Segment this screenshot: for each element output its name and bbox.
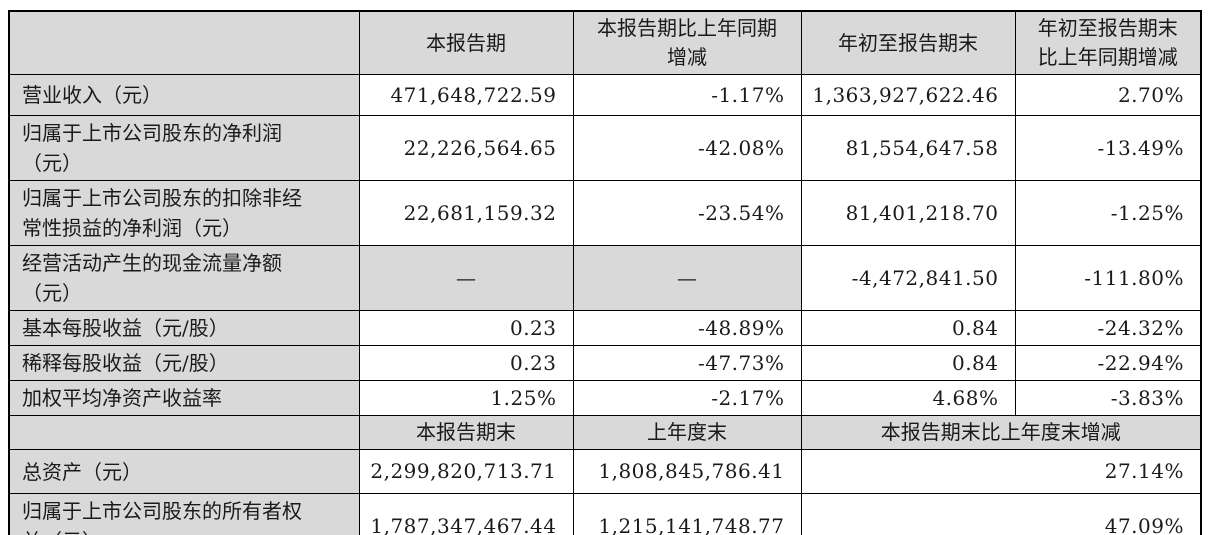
- value-current-period: 471,648,722.59: [358, 74, 574, 116]
- value-period-end-change: 27.14%: [800, 449, 1202, 494]
- table-row-owners-equity: 归属于上市公司股东的所有者权 益（元） 1,787,347,467.44 1,2…: [8, 493, 1202, 535]
- value-prior-year-end: 1,808,845,786.41: [572, 449, 802, 494]
- table-row-diluted-eps: 稀释每股收益（元/股） 0.23 -47.73% 0.84 -22.94%: [8, 345, 1202, 381]
- table-row-basic-eps: 基本每股收益（元/股） 0.23 -48.89% 0.84 -24.32%: [8, 310, 1202, 346]
- value-current-period: 22,681,159.32: [358, 180, 574, 246]
- value-current-change: -47.73%: [572, 345, 802, 381]
- header-period-end-change: 本报告期末比上年度末增减: [800, 415, 1202, 450]
- value-current-change: -23.54%: [572, 180, 802, 246]
- row-label: 总资产（元）: [8, 449, 360, 494]
- value-current-period: 0.23: [358, 345, 574, 381]
- header-current-period-change: 本报告期比上年同期 增减: [572, 10, 802, 75]
- row-label: 营业收入（元）: [8, 74, 360, 116]
- value-ytd-change: -13.49%: [1014, 115, 1202, 181]
- header-blank-cell: [8, 10, 360, 75]
- header-prior-year-end: 上年度末: [572, 415, 802, 450]
- header-row-period: 本报告期 本报告期比上年同期 增减 年初至报告期末 年初至报告期末 比上年同期增…: [8, 10, 1202, 75]
- table-row-net-profit-excl-nonrecurring: 归属于上市公司股东的扣除非经 常性损益的净利润（元） 22,681,159.32…: [8, 180, 1202, 246]
- value-current-period-dash: —: [358, 245, 574, 311]
- row-label: 基本每股收益（元/股）: [8, 310, 360, 346]
- row-label: 稀释每股收益（元/股）: [8, 345, 360, 381]
- table-row-total-assets: 总资产（元） 2,299,820,713.71 1,808,845,786.41…: [8, 449, 1202, 494]
- header2-blank-cell: [8, 415, 360, 450]
- value-current-change-dash: —: [572, 245, 802, 311]
- value-current-period: 22,226,564.65: [358, 115, 574, 181]
- row-label: 归属于上市公司股东的净利润 （元）: [8, 115, 360, 181]
- value-ytd-change: -1.25%: [1014, 180, 1202, 246]
- financial-summary-table: 本报告期 本报告期比上年同期 增减 年初至报告期末 年初至报告期末 比上年同期增…: [8, 10, 1202, 535]
- row-label: 加权平均净资产收益率: [8, 380, 360, 416]
- value-current-change: -2.17%: [572, 380, 802, 416]
- report-page: 本报告期 本报告期比上年同期 增减 年初至报告期末 年初至报告期末 比上年同期增…: [0, 10, 1215, 535]
- value-ytd: 0.84: [800, 310, 1016, 346]
- value-current-change: -42.08%: [572, 115, 802, 181]
- value-current-period: 0.23: [358, 310, 574, 346]
- header-ytd: 年初至报告期末: [800, 10, 1016, 75]
- value-ytd-change: -111.80%: [1014, 245, 1202, 311]
- value-period-end-change: 47.09%: [800, 493, 1202, 535]
- table-row-weighted-avg-roe: 加权平均净资产收益率 1.25% -2.17% 4.68% -3.83%: [8, 380, 1202, 416]
- row-label: 归属于上市公司股东的所有者权 益（元）: [8, 493, 360, 535]
- table-row-operating-cash-flow: 经营活动产生的现金流量净额 （元） — — -4,472,841.50 -111…: [8, 245, 1202, 311]
- value-ytd: 0.84: [800, 345, 1016, 381]
- value-current-period: 1.25%: [358, 380, 574, 416]
- value-ytd-change: 2.70%: [1014, 74, 1202, 116]
- value-ytd-change: -3.83%: [1014, 380, 1202, 416]
- value-ytd-change: -24.32%: [1014, 310, 1202, 346]
- value-ytd: 1,363,927,622.46: [800, 74, 1016, 116]
- value-ytd: 4.68%: [800, 380, 1016, 416]
- value-ytd: 81,401,218.70: [800, 180, 1016, 246]
- header-period-end: 本报告期末: [358, 415, 574, 450]
- header-ytd-change: 年初至报告期末 比上年同期增减: [1014, 10, 1202, 75]
- value-period-end: 1,787,347,467.44: [358, 493, 574, 535]
- header-current-period: 本报告期: [358, 10, 574, 75]
- table-row-operating-revenue: 营业收入（元） 471,648,722.59 -1.17% 1,363,927,…: [8, 74, 1202, 116]
- value-current-change: -48.89%: [572, 310, 802, 346]
- header-row-period-end: 本报告期末 上年度末 本报告期末比上年度末增减: [8, 415, 1202, 450]
- value-current-change: -1.17%: [572, 74, 802, 116]
- row-label: 经营活动产生的现金流量净额 （元）: [8, 245, 360, 311]
- value-period-end: 2,299,820,713.71: [358, 449, 574, 494]
- value-prior-year-end: 1,215,141,748.77: [572, 493, 802, 535]
- value-ytd: -4,472,841.50: [800, 245, 1016, 311]
- value-ytd: 81,554,647.58: [800, 115, 1016, 181]
- table-row-net-profit: 归属于上市公司股东的净利润 （元） 22,226,564.65 -42.08% …: [8, 115, 1202, 181]
- value-ytd-change: -22.94%: [1014, 345, 1202, 381]
- row-label: 归属于上市公司股东的扣除非经 常性损益的净利润（元）: [8, 180, 360, 246]
